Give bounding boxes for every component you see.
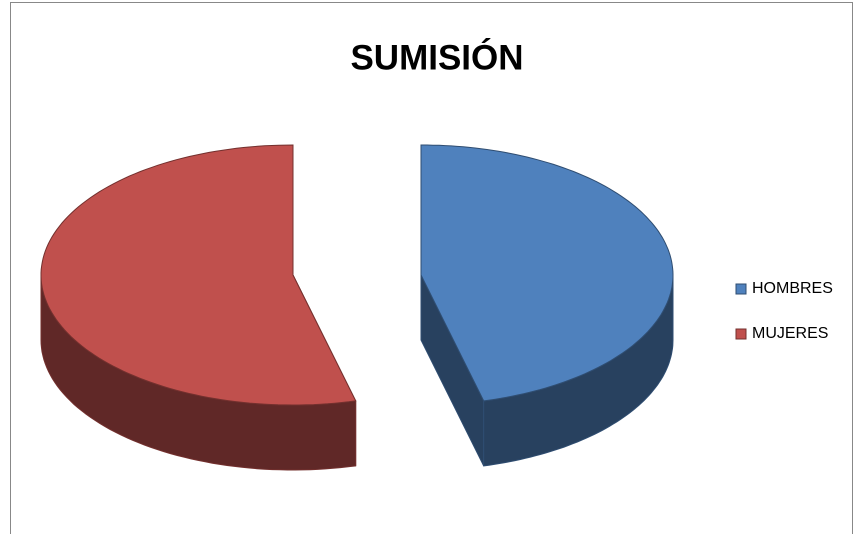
legend-label: MUJERES xyxy=(752,325,828,342)
legend-swatch xyxy=(735,283,747,295)
plot-area xyxy=(40,144,674,471)
chart-title: SUMISIÓN xyxy=(350,37,523,77)
slice xyxy=(420,144,674,402)
legend: HOMBRES MUJERES xyxy=(735,280,833,342)
slice xyxy=(40,144,357,406)
legend-label: HOMBRES xyxy=(752,280,833,297)
legend-swatch xyxy=(735,328,747,340)
